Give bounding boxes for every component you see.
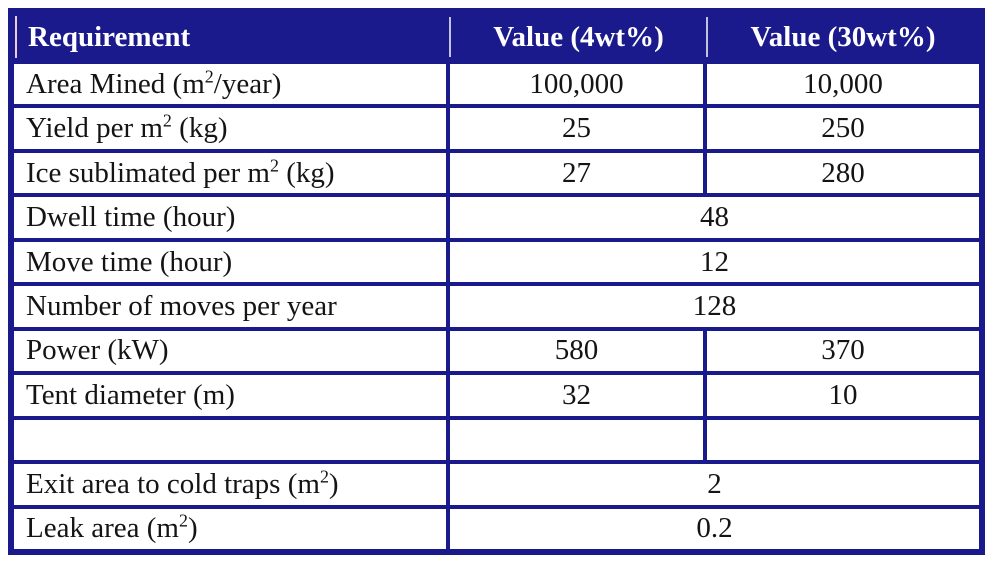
row-move-time: Move time (hour) 12	[14, 237, 979, 283]
superscript: 2	[204, 66, 214, 87]
requirement-cell: Power (kW)	[14, 326, 450, 372]
row-ice-sublimated: Ice sublimated per m2 (kg) 27 280	[14, 148, 979, 194]
requirement-label-suffix: )	[328, 467, 339, 500]
requirements-table: Requirement Value (4wt%) Value (30wt%) A…	[8, 8, 985, 555]
requirement-cell: Tent diameter (m)	[14, 371, 450, 416]
value-4wt-cell: 100,000	[450, 60, 707, 105]
superscript: 2	[270, 154, 279, 175]
requirement-cell: Leak area (m2)	[14, 504, 450, 549]
value-30wt-cell: 250	[707, 104, 979, 148]
requirement-cell: Move time (hour)	[14, 237, 450, 283]
value-merged-cell: 2	[450, 460, 979, 504]
value-merged-cell: 48	[450, 193, 979, 237]
requirement-label: Exit area to cold traps (m	[26, 467, 320, 500]
requirement-label-suffix: )	[187, 512, 198, 545]
row-dwell-time: Dwell time (hour) 48	[14, 193, 979, 238]
requirement-label: Tent diameter (m)	[26, 378, 235, 411]
requirement-label: Dwell time (hour)	[26, 201, 236, 234]
requirement-cell: Yield per m2 (kg)	[14, 104, 450, 149]
requirement-cell	[14, 415, 450, 461]
requirement-cell: Dwell time (hour)	[14, 193, 450, 238]
value-30wt-cell: 280	[707, 148, 979, 193]
row-yield: Yield per m2 (kg) 25 250	[14, 104, 979, 149]
header-value-30wt: Value (30wt%)	[706, 14, 979, 60]
requirement-cell: Number of moves per year	[14, 282, 450, 327]
requirement-cell: Area Mined (m2/year)	[14, 60, 450, 105]
requirement-label: Area Mined (m	[26, 67, 205, 100]
row-number-of-moves: Number of moves per year 128	[14, 282, 979, 327]
row-spacer	[14, 415, 979, 461]
header-requirement: Requirement	[14, 14, 450, 60]
requirement-label: Yield per m	[26, 112, 163, 145]
row-power: Power (kW) 580 370	[14, 326, 979, 372]
superscript: 2	[178, 510, 188, 531]
value-4wt-cell: 25	[450, 104, 707, 149]
requirement-label: Leak area (m	[26, 512, 179, 545]
superscript: 2	[319, 466, 329, 487]
value-4wt-cell: 32	[450, 371, 707, 416]
value-merged-cell: 0.2	[450, 504, 979, 549]
requirement-label: Move time (hour)	[26, 245, 233, 278]
value-30wt-cell: 370	[707, 326, 979, 371]
requirement-label-suffix: (kg)	[278, 156, 335, 189]
superscript: 2	[162, 110, 172, 131]
value-30wt-cell: 10,000	[707, 60, 979, 104]
requirement-cell: Ice sublimated per m2 (kg)	[14, 148, 450, 194]
value-merged-cell: 12	[450, 237, 979, 282]
value-4wt-cell: 580	[450, 326, 707, 372]
row-tent-diameter: Tent diameter (m) 32 10	[14, 371, 979, 416]
row-exit-area: Exit area to cold traps (m2) 2	[14, 460, 979, 505]
row-leak-area: Leak area (m2) 0.2	[14, 504, 979, 549]
requirement-label: Number of moves per year	[26, 289, 337, 322]
value-30wt-cell	[707, 415, 979, 460]
requirement-label-suffix: (kg)	[171, 112, 228, 145]
requirement-label-suffix: /year)	[213, 67, 282, 100]
row-area-mined: Area Mined (m2/year) 100,000 10,000	[14, 60, 979, 105]
value-4wt-cell	[450, 415, 707, 461]
value-30wt-cell: 10	[707, 371, 979, 415]
requirement-label: Ice sublimated per m	[26, 156, 270, 189]
requirements-table-grid: Requirement Value (4wt%) Value (30wt%) A…	[14, 14, 979, 549]
requirement-cell: Exit area to cold traps (m2)	[14, 460, 450, 505]
header-row: Requirement Value (4wt%) Value (30wt%)	[14, 14, 979, 60]
value-4wt-cell: 27	[450, 148, 707, 194]
header-value-4wt: Value (4wt%)	[449, 14, 707, 60]
value-merged-cell: 128	[450, 282, 979, 326]
requirement-label: Power (kW)	[26, 334, 169, 367]
